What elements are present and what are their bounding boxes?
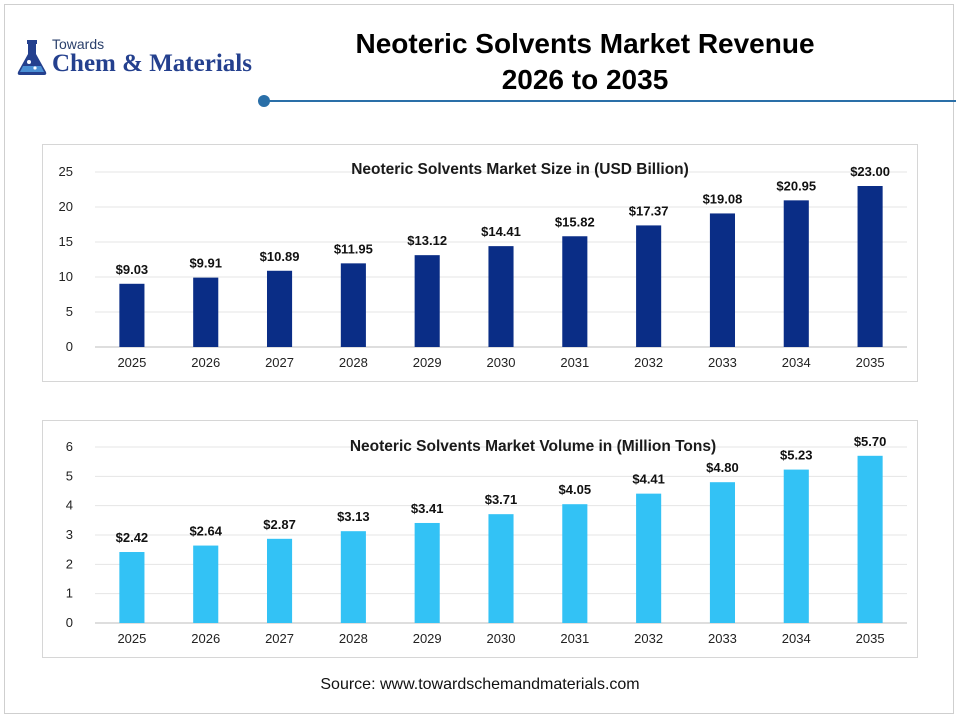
- volume-chart-panel: 0 1 2 3 4 5 6 Neoteric Solvents Market Volume i…: [42, 420, 918, 658]
- page-title-line1: Neoteric Solvents Market Revenue: [355, 28, 815, 59]
- page-title-line2: 2026 to 2035: [501, 64, 669, 95]
- x-tick-label: 2031: [560, 355, 589, 370]
- bar: [562, 236, 588, 347]
- y-tick-label: 0: [66, 339, 73, 354]
- x-tick-label: 2035: [856, 631, 885, 646]
- data-label: $3.13: [337, 509, 370, 524]
- data-label: $9.03: [116, 262, 149, 277]
- y-tick-label: 4: [66, 498, 73, 513]
- bar: [783, 469, 809, 623]
- data-label: $17.37: [629, 203, 669, 218]
- bar: [119, 552, 145, 623]
- data-label: $23.00: [850, 164, 890, 179]
- data-label: $4.05: [559, 482, 592, 497]
- bar: [562, 504, 588, 623]
- page-title: Neoteric Solvents Market Revenue 2026 to…: [300, 26, 870, 98]
- bar: [266, 270, 293, 347]
- bar: [857, 455, 883, 623]
- y-tick-label: 15: [59, 234, 73, 249]
- bar: [857, 186, 883, 347]
- data-label: $5.70: [854, 434, 887, 449]
- x-tick-label: 2028: [339, 355, 368, 370]
- x-tick-label: 2029: [413, 631, 442, 646]
- data-label: $2.87: [263, 517, 296, 532]
- data-label: $13.12: [407, 233, 447, 248]
- data-label: $5.23: [780, 448, 813, 463]
- y-tick-label: 6: [66, 439, 73, 454]
- source-note: Source: www.towardschemandmaterials.com: [320, 676, 640, 693]
- data-label: $2.64: [189, 524, 222, 539]
- accent-dot: [258, 95, 270, 107]
- data-label: $3.71: [485, 492, 518, 507]
- data-label: $14.41: [481, 224, 521, 239]
- revenue-chart-panel: 0 5 10 15 20 25 Neoteric Solvents Market Size …: [42, 144, 918, 382]
- page-frame: [4, 4, 954, 714]
- bar: [119, 283, 145, 347]
- x-tick-label: 2030: [487, 631, 516, 646]
- bar: [193, 545, 219, 623]
- x-tick-label: 2034: [782, 631, 811, 646]
- x-tick-label: 2027: [265, 631, 294, 646]
- x-tick-label: 2029: [413, 355, 442, 370]
- bar: [709, 482, 736, 623]
- bar: [414, 522, 440, 623]
- flask-icon: [17, 40, 47, 75]
- bar: [266, 538, 293, 623]
- data-label: $19.08: [703, 191, 743, 206]
- bar: [488, 514, 514, 623]
- chart-title: Neoteric Solvents Market Volume in (Mill…: [350, 438, 716, 455]
- bar: [340, 531, 366, 623]
- data-label: $9.91: [189, 256, 222, 271]
- chart-title: Neoteric Solvents Market Size in (USD Bi…: [351, 161, 689, 178]
- y-tick-label: 5: [66, 304, 73, 319]
- data-label: $15.82: [555, 214, 595, 229]
- data-label: $20.95: [776, 178, 816, 193]
- logo-brand-text: Chem & Materials: [52, 50, 252, 77]
- y-tick-label: 0: [66, 615, 73, 630]
- y-tick-label: 10: [59, 269, 73, 284]
- bar: [488, 246, 514, 347]
- y-tick-label: 20: [59, 199, 73, 214]
- x-tick-label: 2026: [191, 355, 220, 370]
- data-label: $10.89: [260, 249, 300, 264]
- x-tick-label: 2033: [708, 355, 737, 370]
- y-tick-label: 2: [66, 556, 73, 571]
- volume-chart: 0 1 2 3 4 5 6 Neoteric Solvents Market Volume i…: [66, 434, 907, 646]
- x-tick-label: 2033: [708, 631, 737, 646]
- x-tick-label: 2025: [117, 631, 146, 646]
- bar: [636, 225, 662, 347]
- x-tick-label: 2034: [782, 355, 811, 370]
- bar: [193, 277, 219, 347]
- x-tick-label: 2031: [560, 631, 589, 646]
- x-tick-label: 2027: [265, 355, 294, 370]
- data-label: $4.41: [632, 472, 665, 487]
- data-label: $4.80: [706, 460, 739, 475]
- x-tick-label: 2030: [487, 355, 516, 370]
- y-tick-label: 3: [66, 527, 73, 542]
- bar: [783, 200, 809, 347]
- x-tick-label: 2032: [634, 355, 663, 370]
- y-tick-label: 25: [59, 164, 73, 179]
- bar: [340, 263, 366, 347]
- x-tick-label: 2028: [339, 631, 368, 646]
- x-tick-label: 2032: [634, 631, 663, 646]
- bar: [636, 493, 662, 623]
- bar: [709, 213, 736, 347]
- x-tick-label: 2035: [856, 355, 885, 370]
- x-tick-label: 2025: [117, 355, 146, 370]
- y-tick-label: 1: [66, 586, 73, 601]
- x-tick-label: 2026: [191, 631, 220, 646]
- y-tick-label: 5: [66, 468, 73, 483]
- logo-small-text: Towards: [52, 36, 105, 52]
- data-label: $2.42: [116, 530, 149, 545]
- bar: [414, 255, 440, 347]
- accent-divider: [266, 100, 956, 102]
- data-label: $11.95: [334, 241, 373, 256]
- brand-logo: Towards Chem & Materials: [16, 36, 266, 80]
- data-label: $3.41: [411, 501, 444, 516]
